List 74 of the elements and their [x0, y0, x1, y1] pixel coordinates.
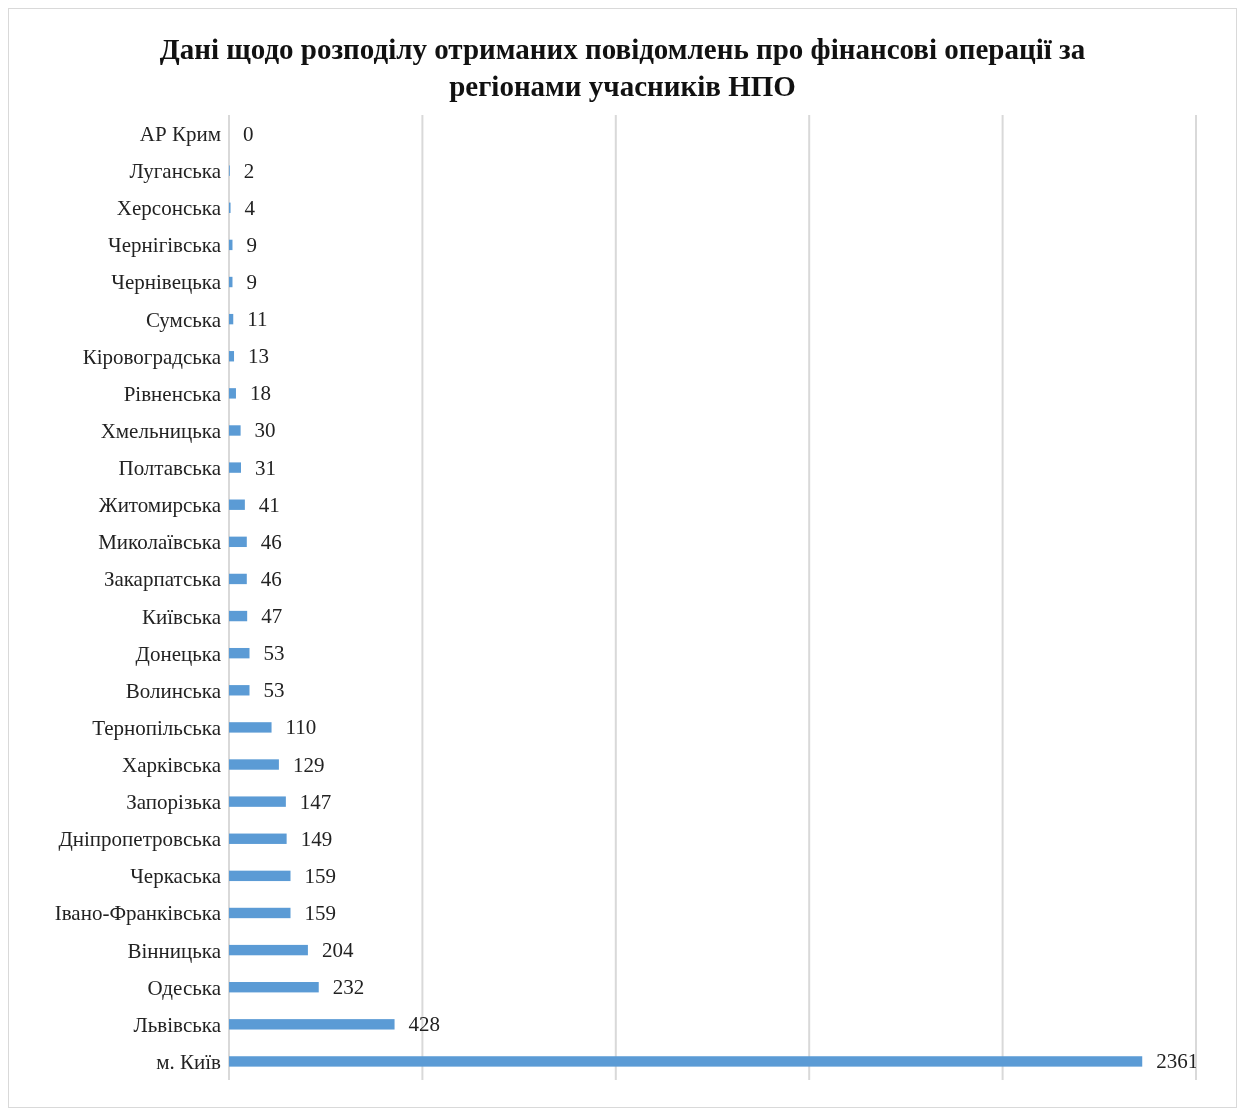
y-tick-label: Запорізька	[126, 790, 222, 815]
bar	[229, 610, 248, 622]
data-label: 30	[254, 418, 276, 443]
data-label: 9	[246, 270, 257, 295]
y-tick-label: Рівненська	[123, 381, 222, 406]
data-label: 31	[254, 455, 276, 480]
data-label: 129	[292, 752, 325, 777]
bar	[229, 536, 247, 548]
bar	[229, 759, 279, 770]
y-tick-label: АР Крим	[139, 122, 221, 147]
bar	[229, 722, 272, 733]
y-tick-label: Херсонська	[116, 196, 222, 221]
bar	[229, 1056, 1143, 1067]
y-tick-label: Тернопільська	[92, 715, 222, 740]
data-label: 53	[263, 641, 285, 666]
y-tick-label: Харківська	[122, 752, 222, 777]
bar	[229, 647, 250, 659]
data-label: 147	[299, 789, 332, 814]
data-label: 46	[260, 566, 282, 591]
y-tick-label: Сумська	[145, 307, 222, 332]
data-label: 110	[285, 715, 317, 740]
y-tick-label: Чернівецька	[111, 270, 222, 295]
bar	[229, 313, 234, 325]
bar	[229, 499, 245, 510]
data-label: 18	[249, 381, 271, 406]
data-label: 41	[258, 492, 280, 517]
data-label: 2	[243, 158, 255, 183]
bar	[229, 1019, 395, 1030]
y-tick-label: Луганська	[129, 159, 222, 184]
y-tick-label: Донецька	[135, 641, 222, 666]
y-tick-label: м. Київ	[156, 1049, 222, 1074]
y-tick-label: Закарпатська	[103, 567, 222, 592]
bar	[229, 907, 291, 919]
y-tick-label: Одеська	[147, 975, 222, 1000]
data-label: 159	[304, 863, 336, 888]
bar	[229, 833, 287, 844]
y-tick-label: Хмельницька	[100, 418, 222, 443]
y-tick-label: Львівська	[133, 1012, 222, 1037]
data-label: 149	[300, 826, 333, 851]
bar	[229, 944, 308, 956]
bar	[229, 870, 291, 882]
bar	[229, 573, 247, 585]
y-tick-label: Чернігівська	[108, 233, 222, 258]
data-label: 428	[408, 1012, 441, 1037]
data-label: 2361	[1156, 1049, 1199, 1074]
data-label: 232	[332, 975, 365, 1000]
bar	[229, 796, 286, 807]
bar	[229, 388, 236, 399]
data-label: 46	[260, 529, 282, 554]
data-label: 4	[244, 195, 256, 220]
y-tick-label: Київська	[142, 604, 222, 629]
data-label: 53	[263, 678, 285, 703]
y-tick-label: Дніпропетровська	[58, 827, 222, 852]
data-label: 9	[246, 232, 257, 257]
chart-title: Дані щодо розподілу отриманих повідомлень про фінансові операції за регіонами учасників НПО	[158, 32, 1087, 104]
bar	[229, 685, 250, 696]
y-tick-label: Черкаська	[130, 864, 222, 889]
bar	[229, 982, 319, 993]
y-tick-label: Івано-Франківська	[54, 901, 222, 926]
data-label: 47	[261, 604, 283, 629]
y-tick-label: Волинська	[125, 678, 222, 703]
y-tick-label: Кіровоградська	[82, 344, 222, 369]
data-label: 13	[248, 344, 270, 369]
data-label: 0	[243, 121, 254, 146]
y-tick-label: Миколаївська	[98, 530, 222, 555]
y-tick-label: Полтавська	[118, 456, 222, 481]
bar	[229, 462, 241, 473]
data-label: 159	[304, 900, 336, 925]
data-label: 11	[247, 307, 268, 332]
data-label: 204	[321, 938, 354, 963]
bar	[229, 351, 235, 362]
bar	[229, 425, 241, 436]
y-tick-label: Вінницька	[127, 938, 222, 963]
y-tick-label: Житомирська	[98, 493, 222, 518]
